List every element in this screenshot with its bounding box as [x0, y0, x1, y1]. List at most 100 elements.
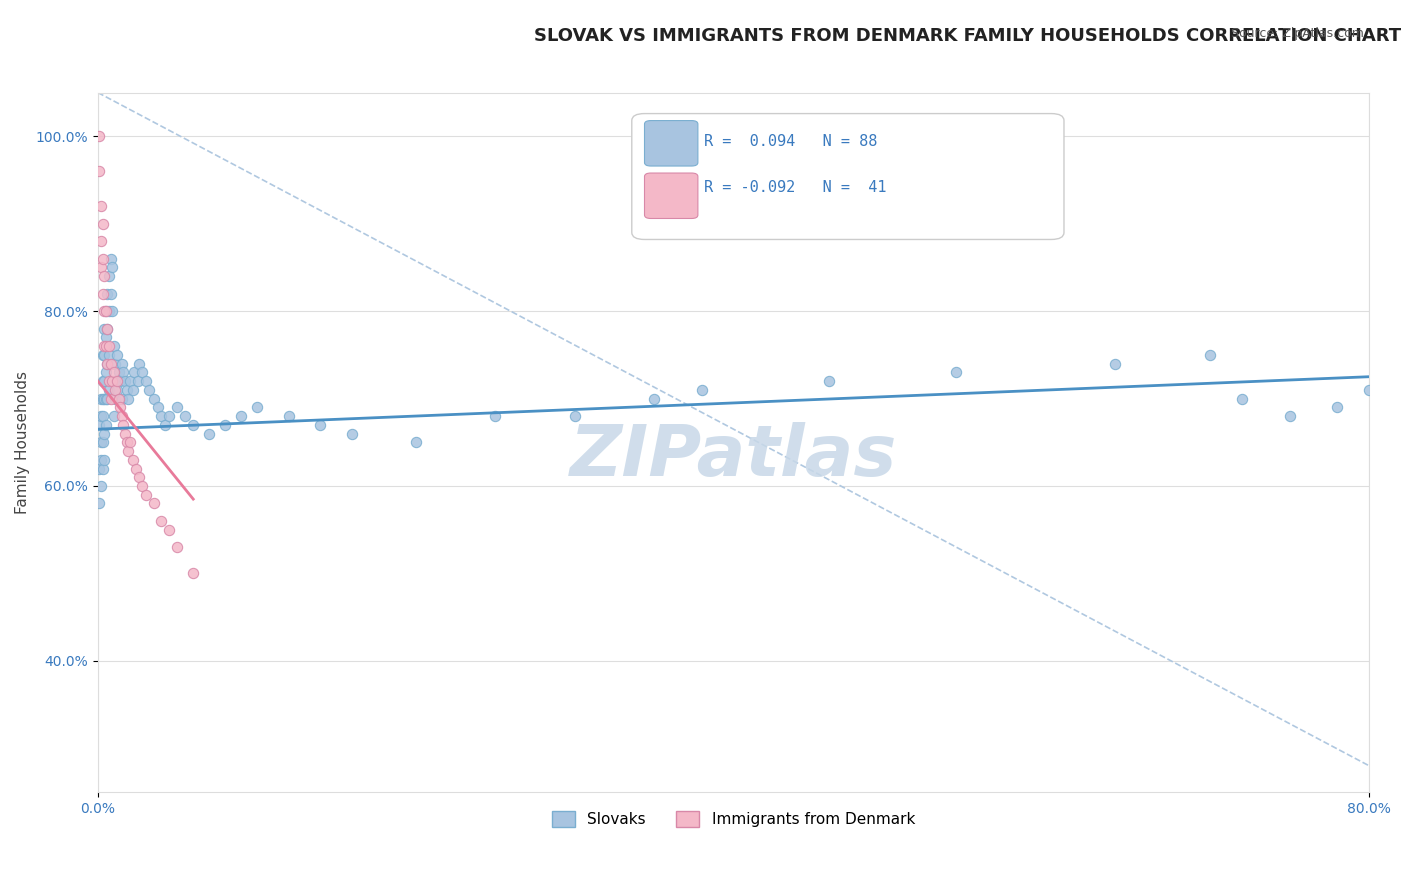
Point — [90, 199, 112, 213]
Point — [90, 479, 112, 493]
Point — [157, 409, 180, 423]
Point — [89, 496, 111, 510]
Point — [91, 348, 114, 362]
Point — [112, 417, 135, 432]
FancyBboxPatch shape — [631, 113, 1064, 239]
Point — [564, 409, 586, 423]
Point — [94, 339, 117, 353]
Point — [90, 260, 112, 275]
Point — [112, 365, 135, 379]
Point — [100, 392, 122, 406]
Point — [131, 479, 153, 493]
Point — [148, 401, 170, 415]
Point — [96, 392, 118, 406]
Point — [103, 409, 125, 423]
Point — [89, 129, 111, 144]
FancyBboxPatch shape — [644, 120, 697, 166]
Point — [166, 401, 188, 415]
Point — [103, 374, 125, 388]
Point — [150, 514, 173, 528]
Point — [98, 348, 121, 362]
Point — [100, 252, 122, 266]
Point — [817, 374, 839, 388]
Point — [107, 365, 129, 379]
Point — [91, 217, 114, 231]
Point — [101, 304, 124, 318]
Point — [104, 383, 127, 397]
Point — [96, 357, 118, 371]
Point — [945, 365, 967, 379]
Point — [128, 357, 150, 371]
Point — [93, 269, 115, 284]
Point — [90, 409, 112, 423]
Point — [198, 426, 221, 441]
Point — [643, 392, 665, 406]
Text: Source: ZipAtlas.com: Source: ZipAtlas.com — [1230, 27, 1364, 40]
Point — [121, 383, 143, 397]
Point — [117, 392, 139, 406]
Point — [108, 401, 131, 415]
Point — [89, 417, 111, 432]
Point — [166, 540, 188, 554]
Point — [100, 357, 122, 371]
Point — [135, 488, 157, 502]
Point — [98, 339, 121, 353]
Point — [181, 566, 204, 581]
Text: R =  0.094   N = 88: R = 0.094 N = 88 — [704, 134, 877, 149]
Point — [93, 348, 115, 362]
Point — [128, 470, 150, 484]
Point — [93, 304, 115, 318]
Point — [91, 252, 114, 266]
Point — [105, 383, 128, 397]
Point — [89, 164, 111, 178]
Point — [405, 435, 427, 450]
Point — [96, 357, 118, 371]
Point — [96, 286, 118, 301]
Point — [105, 348, 128, 362]
Point — [91, 461, 114, 475]
Point — [100, 286, 122, 301]
Point — [90, 452, 112, 467]
Point — [94, 417, 117, 432]
Point — [89, 461, 111, 475]
Point — [124, 365, 146, 379]
Point — [1104, 357, 1126, 371]
Point — [93, 339, 115, 353]
Point — [93, 321, 115, 335]
Point — [104, 392, 127, 406]
Point — [98, 304, 121, 318]
Point — [103, 339, 125, 353]
Point — [107, 392, 129, 406]
Point — [96, 321, 118, 335]
Point — [1230, 392, 1253, 406]
Point — [93, 392, 115, 406]
Point — [142, 496, 165, 510]
Point — [103, 365, 125, 379]
Point — [90, 392, 112, 406]
Point — [1278, 409, 1301, 423]
Point — [94, 365, 117, 379]
Point — [118, 374, 141, 388]
Text: ZIPatlas: ZIPatlas — [569, 422, 897, 491]
Point — [114, 374, 136, 388]
Point — [174, 409, 197, 423]
Point — [94, 304, 117, 318]
Point — [101, 260, 124, 275]
Point — [121, 452, 143, 467]
Point — [214, 417, 236, 432]
Text: R = -0.092   N =  41: R = -0.092 N = 41 — [704, 179, 887, 194]
Point — [111, 409, 134, 423]
Point — [91, 409, 114, 423]
Text: SLOVAK VS IMMIGRANTS FROM DENMARK FAMILY HOUSEHOLDS CORRELATION CHART: SLOVAK VS IMMIGRANTS FROM DENMARK FAMILY… — [534, 27, 1402, 45]
Point — [91, 392, 114, 406]
Point — [115, 435, 138, 450]
Point — [277, 409, 299, 423]
Point — [131, 365, 153, 379]
Point — [138, 383, 160, 397]
Point — [229, 409, 252, 423]
Point — [91, 374, 114, 388]
Point — [98, 383, 121, 397]
Point — [94, 304, 117, 318]
Point — [111, 392, 134, 406]
Point — [1199, 348, 1222, 362]
